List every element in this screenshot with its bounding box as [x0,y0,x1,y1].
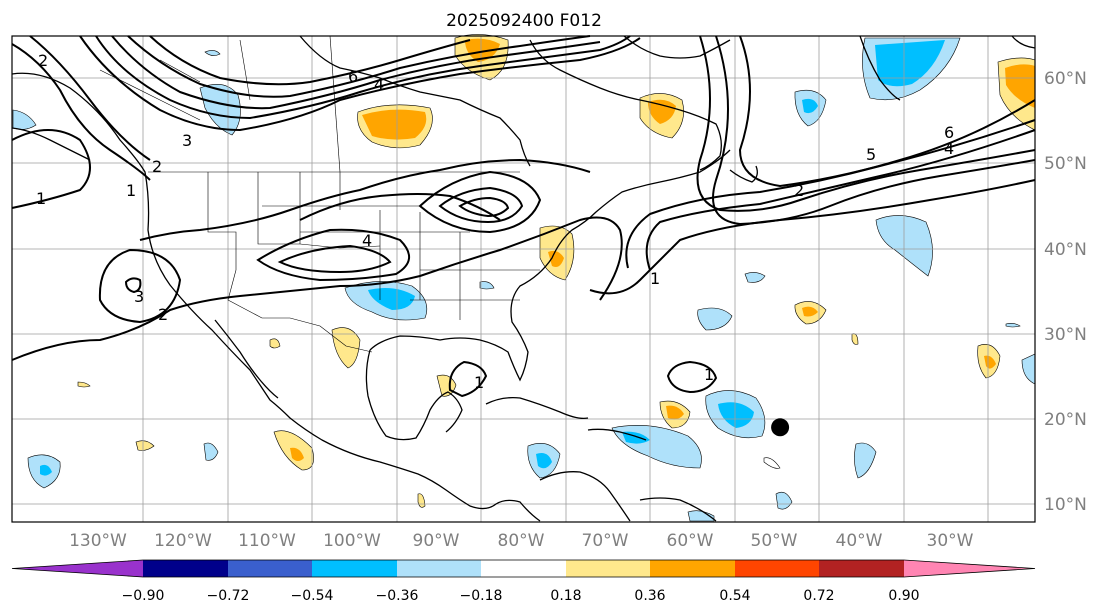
map-frame [11,35,1036,523]
negative-anomaly-region [744,272,766,283]
negative-anomaly-region [1005,323,1021,328]
positive-anomaly-core [548,250,564,267]
positive-anomaly-core [666,405,684,420]
colorbar-tick-label: −0.18 [460,588,503,604]
contour-label-6: 6 [348,67,358,86]
colorbar-segment [650,560,735,577]
lon-label: 100°W [323,531,381,551]
positive-anomaly-core [1005,64,1035,108]
height-contours [11,35,1036,398]
contour-labels: 1 1 1 1 1 2 2 2 2 3 3 4 4 4 5 6 6 [36,51,954,392]
negative-anomaly-region [204,50,221,56]
contour-label-1: 1 [650,269,660,288]
contour-label-6: 6 [944,123,954,142]
colorbar-segment [566,560,650,577]
positive-anomaly-region [331,327,361,369]
latitude-labels: 60°N 50°N 40°N 30°N 20°N 10°N [1044,69,1087,515]
map-gridlines [12,36,1035,522]
contour-label-4: 4 [944,139,954,158]
contour-label-5: 5 [866,145,876,164]
lon-label: 120°W [154,531,212,551]
colorbar-tick-label: −0.72 [207,588,250,604]
positive-anomaly-core [290,447,304,461]
lon-label: 30°W [927,531,974,551]
lon-label: 50°W [751,531,798,551]
lon-label: 80°W [498,531,545,551]
colorbar-tick-label: 0.90 [888,588,919,604]
colorbar-segment [312,560,397,577]
positive-anomaly-core [984,355,996,369]
contour-label-1: 1 [36,189,46,208]
colorbar-segment [143,560,228,577]
positive-anomaly-core [465,38,500,62]
negative-anomaly-core [875,40,945,87]
contour-label-2: 2 [794,181,804,200]
contour-label-2: 2 [152,157,162,176]
lon-label: 40°W [836,531,883,551]
negative-anomaly-core [40,464,52,476]
colorbar-tick-label: −0.90 [122,588,165,604]
lat-label: 10°N [1044,495,1087,515]
colorbar-extend-min [12,560,143,577]
coastlines [11,35,1036,522]
colorbar-tick-label: 0.72 [803,588,834,604]
map-panel: 1 1 1 1 1 2 2 2 2 3 3 4 4 4 5 6 6 [11,34,1036,523]
positive-anomaly-core [648,99,676,124]
positive-anomaly-core [362,109,427,140]
anomaly-region-outline [763,457,781,469]
negative-anomaly-region [775,491,793,510]
lon-label: 90°W [413,531,460,551]
lon-label: 110°W [238,531,296,551]
storm-center-marker [771,418,790,437]
colorbar-segment [735,560,819,577]
positive-anomaly-region [135,440,155,451]
contour-label-4: 4 [374,75,384,94]
positive-anomaly-core [802,306,818,317]
lat-label: 50°N [1044,154,1087,174]
negative-anomaly-region [697,307,733,331]
colorbar-tick-label: −0.36 [376,588,419,604]
contour-label-3: 3 [182,131,192,150]
colorbar-tick-label: 0.54 [719,588,750,604]
contour-label-2: 2 [38,51,48,70]
longitude-labels: 130°W 120°W 110°W 100°W 90°W 80°W 70°W 6… [69,531,974,551]
lat-label: 60°N [1044,69,1087,89]
figure-title: 2025092400 F012 [446,11,602,31]
colorbar-segment [228,560,312,577]
contour-label-1: 1 [704,365,714,384]
lat-label: 30°N [1044,325,1087,345]
contour-label-1: 1 [126,181,136,200]
negative-anomaly-region [203,442,219,461]
negative-anomaly-region [199,83,241,136]
colorbar-segments [11,559,1036,578]
negative-anomaly-region [854,442,877,479]
contour-label-2: 2 [158,305,168,324]
negative-anomaly-region [479,281,495,290]
lat-label: 20°N [1044,410,1087,430]
lon-label: 60°W [667,531,714,551]
positive-anomaly-region [77,381,91,388]
lat-label: 40°N [1044,240,1087,260]
negative-anomaly-core [802,98,818,114]
colorbar-segment [819,560,904,577]
lon-label: 70°W [582,531,629,551]
colorbar-segment [481,560,566,577]
colorbar-outline [11,559,1036,578]
negative-anomaly-core [536,453,552,469]
map-background [12,36,1035,522]
contour-label-1: 1 [474,373,484,392]
colorbar: −0.90 −0.72 −0.54 −0.36 −0.18 0.18 0.36 … [11,559,1036,604]
colorbar-segment [397,560,481,577]
lon-label: 130°W [69,531,127,551]
colorbar-tick-label: 0.36 [634,588,665,604]
contour-label-3: 3 [134,287,144,306]
colorbar-tick-label: 0.18 [550,588,581,604]
negative-anomaly-core [718,402,754,428]
positive-anomaly-region [269,338,281,349]
colorbar-extend-max [904,560,1035,577]
contour-label-4: 4 [362,231,372,250]
colorbar-tick-label: −0.54 [291,588,334,604]
colorbar-tick-labels: −0.90 −0.72 −0.54 −0.36 −0.18 0.18 0.36 … [122,588,920,604]
